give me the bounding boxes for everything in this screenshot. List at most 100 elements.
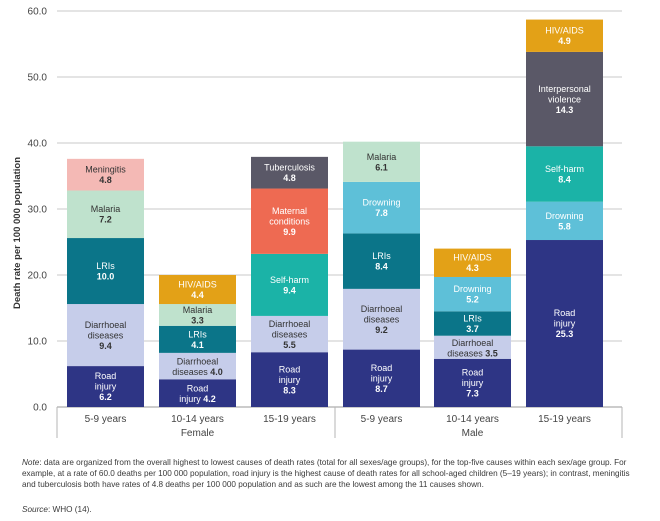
bar-segment <box>159 325 236 353</box>
segment-label: HIV/AIDS <box>453 253 492 263</box>
y-tick-label: 50.0 <box>28 73 48 84</box>
segment-label: Meningitis <box>85 165 126 175</box>
segment-label: HIV/AIDS <box>178 279 217 289</box>
segment-label: injury 4.2 <box>179 394 216 404</box>
y-axis-title: Death rate per 100 000 population <box>12 157 23 309</box>
segment-value: 7.2 <box>99 215 112 225</box>
segment-value: 9.4 <box>283 285 296 295</box>
segment-label: LRIs <box>96 261 115 271</box>
segment-label: Road <box>554 308 576 318</box>
segment-label: Self-harm <box>270 275 309 285</box>
bar-segment <box>343 288 420 350</box>
segment-label: diseases <box>364 314 400 324</box>
segment-value: 6.1 <box>375 162 388 172</box>
bar-segment <box>67 190 144 239</box>
segment-label: HIV/AIDS <box>545 26 584 36</box>
bar-segment <box>159 304 236 326</box>
x-tick-label: 5-9 years <box>85 414 127 425</box>
segment-value: 8.4 <box>375 262 388 272</box>
x-tick-label: 15-19 years <box>538 414 591 425</box>
segment-value: 4.0 <box>210 367 223 377</box>
segment-name: diseases <box>172 367 210 377</box>
segment-label: injury <box>95 382 117 392</box>
segment-value: 4.8 <box>283 173 296 183</box>
segment-value: 7.3 <box>466 389 479 399</box>
segment-label: Road <box>279 364 301 374</box>
bars: Roadinjury6.2Diarrhoealdiseases9.4LRIs10… <box>67 19 603 407</box>
segment-value: 4.9 <box>558 36 571 46</box>
y-axis: 0.0 10.0 20.0 30.0 40.0 50.0 60.0 <box>28 7 48 414</box>
x-tick-label: 10-14 years <box>171 414 224 425</box>
segment-label: violence <box>548 94 581 104</box>
bar-segment <box>434 276 511 312</box>
bar-segment <box>526 146 603 202</box>
gridlines <box>57 10 622 408</box>
segment-label: injury <box>462 378 484 388</box>
segment-label: diseases <box>272 329 308 339</box>
segment-label: Road <box>95 371 117 381</box>
chart-source: Source: WHO (14). <box>22 505 92 514</box>
segment-label: injury <box>279 375 301 385</box>
note-text: : data are organized from the overall hi… <box>22 458 630 489</box>
segment-value: 8.4 <box>558 174 571 184</box>
source-text: : WHO (14). <box>47 505 92 514</box>
bar-segment <box>434 248 511 277</box>
bar-segment <box>343 233 420 289</box>
segment-label: LRIs <box>372 251 391 261</box>
x-tick-label: 15-19 years <box>263 414 316 425</box>
segment-value: 5.5 <box>283 340 296 350</box>
segment-value: 3.3 <box>191 315 204 325</box>
bar-segment <box>434 335 511 359</box>
bar-segment <box>343 141 420 182</box>
segment-value: 5.2 <box>466 295 479 305</box>
bar-segment <box>159 275 236 305</box>
segment-value: 4.2 <box>203 394 216 404</box>
segment-value: 9.9 <box>283 227 296 237</box>
bar-segment <box>343 181 420 234</box>
segment-label: diseases <box>88 330 124 340</box>
segment-value: 3.7 <box>466 324 479 334</box>
y-tick-label: 0.0 <box>33 403 47 414</box>
segment-label: LRIs <box>463 313 482 323</box>
bar-segment <box>251 352 328 407</box>
segment-value: 4.4 <box>191 290 204 300</box>
bar-segment <box>251 188 328 254</box>
bar-segment <box>67 158 144 191</box>
chart-note: Note: data are organized from the overal… <box>22 457 642 490</box>
segment-label: diseases 4.0 <box>172 367 223 377</box>
bar-segment <box>159 352 236 380</box>
segment-label: Diarrhoeal <box>361 304 403 314</box>
segment-label: LRIs <box>188 329 207 339</box>
y-tick-label: 40.0 <box>28 139 48 150</box>
group-label: Male <box>462 428 484 439</box>
segment-label: Diarrhoeal <box>269 319 311 329</box>
segment-value: 9.2 <box>375 325 388 335</box>
bar-segment <box>159 379 236 407</box>
segment-label: Drowning <box>453 284 491 294</box>
x-tick-label: 5-9 years <box>361 414 403 425</box>
bar-segment <box>526 240 603 407</box>
stacked-bar-chart: 0.010.020.030.040.050.060.0 Roadinjury6.… <box>12 7 623 439</box>
segment-label: Malaria <box>91 204 121 214</box>
segment-label: diseases 3.5 <box>447 348 498 358</box>
segment-label: Road <box>462 368 484 378</box>
bar-segment <box>251 253 328 316</box>
segment-name: diseases <box>447 348 485 358</box>
segment-label: injury <box>371 373 393 383</box>
y-tick-label: 60.0 <box>28 7 48 18</box>
segment-label: Drowning <box>362 198 400 208</box>
segment-label: Road <box>187 384 209 394</box>
segment-name: injury <box>179 394 203 404</box>
bar-segment <box>434 311 511 336</box>
segment-label: conditions <box>269 216 310 226</box>
y-tick-label: 30.0 <box>28 205 48 216</box>
bar-segment <box>67 304 144 367</box>
segment-value: 7.8 <box>375 208 388 218</box>
segment-value: 14.3 <box>556 105 574 115</box>
x-tick-label: 10-14 years <box>446 414 499 425</box>
